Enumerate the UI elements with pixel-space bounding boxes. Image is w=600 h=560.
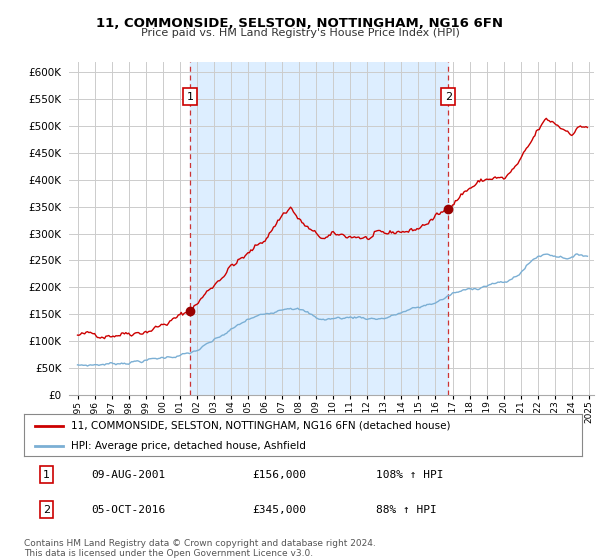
Text: 88% ↑ HPI: 88% ↑ HPI: [376, 505, 436, 515]
Text: Contains HM Land Registry data © Crown copyright and database right 2024.
This d: Contains HM Land Registry data © Crown c…: [24, 539, 376, 558]
Text: HPI: Average price, detached house, Ashfield: HPI: Average price, detached house, Ashf…: [71, 441, 307, 451]
Text: 09-AUG-2001: 09-AUG-2001: [91, 470, 165, 479]
Text: 108% ↑ HPI: 108% ↑ HPI: [376, 470, 443, 479]
Text: 05-OCT-2016: 05-OCT-2016: [91, 505, 165, 515]
Text: Price paid vs. HM Land Registry's House Price Index (HPI): Price paid vs. HM Land Registry's House …: [140, 28, 460, 38]
Text: 11, COMMONSIDE, SELSTON, NOTTINGHAM, NG16 6FN: 11, COMMONSIDE, SELSTON, NOTTINGHAM, NG1…: [97, 17, 503, 30]
Text: 2: 2: [43, 505, 50, 515]
Text: £345,000: £345,000: [253, 505, 307, 515]
Text: 1: 1: [43, 470, 50, 479]
Text: 1: 1: [187, 91, 194, 101]
Text: 11, COMMONSIDE, SELSTON, NOTTINGHAM, NG16 6FN (detached house): 11, COMMONSIDE, SELSTON, NOTTINGHAM, NG1…: [71, 421, 451, 431]
Text: 2: 2: [445, 91, 452, 101]
Text: £156,000: £156,000: [253, 470, 307, 479]
Bar: [190, 62, 448, 395]
